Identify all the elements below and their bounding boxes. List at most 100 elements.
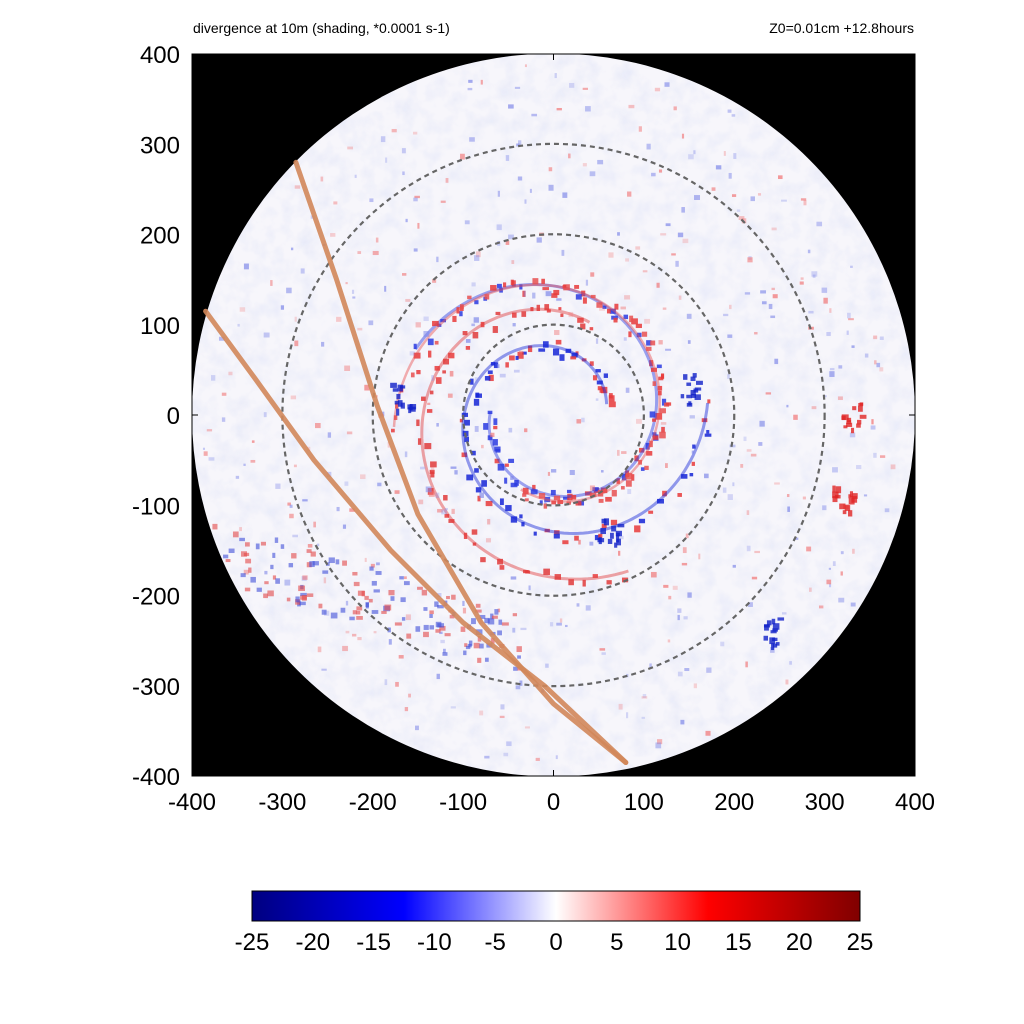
sw-band-cell-4 (274, 537, 279, 543)
scatter-cell-218 (462, 600, 465, 606)
rainband-cell-2-80 (499, 565, 505, 570)
sw-band-cell-71 (244, 542, 250, 547)
scatter-cell-444 (677, 608, 682, 613)
scatter-cell-422 (625, 258, 630, 262)
scatter-cell-195 (816, 221, 823, 227)
sw-band-cell-28 (490, 613, 494, 620)
scatter-cell-281 (405, 614, 411, 621)
rainband-cell-0-34 (555, 339, 562, 345)
scatter-cell-326 (863, 494, 868, 497)
rainband-cell-0-28 (570, 356, 577, 360)
scatter-cell-447 (746, 449, 752, 452)
sw-band-cell-69 (403, 581, 410, 586)
rainband-cell-3-48 (652, 418, 656, 422)
scatter-cell-375 (840, 551, 844, 555)
scatter-cell-89 (879, 367, 884, 372)
scatter-cell-78 (342, 524, 347, 529)
scatter-cell-137 (617, 535, 624, 540)
rainband-cell-3-14 (571, 494, 577, 500)
scatter-cell-91 (375, 237, 379, 243)
rainband-cell-0-14 (596, 380, 603, 385)
rainband-cell-3-84 (582, 297, 587, 304)
scatter-cell-376 (474, 425, 479, 432)
feature-cell-1-9 (680, 394, 685, 399)
scatter-cell-49 (608, 252, 614, 258)
feature-cell-3-2 (846, 422, 853, 427)
sw-band-cell-138 (399, 576, 404, 580)
scatter-cell-8 (750, 196, 755, 202)
scatter-cell-334 (549, 622, 554, 627)
rainband-cell-0-154 (707, 399, 711, 404)
rainband-cell-2-68 (448, 519, 455, 523)
rainband-cell-0-112 (554, 530, 560, 535)
feature-cell-5-12 (772, 623, 780, 630)
scatter-cell-115 (873, 452, 877, 458)
scatter-cell-65 (503, 752, 509, 757)
scatter-cell-292 (443, 648, 446, 653)
scatter-cell-248 (345, 282, 348, 285)
feature-cell-1-2 (686, 382, 692, 386)
sw-band-cell-101 (473, 642, 480, 649)
scatter-cell-87 (391, 128, 397, 133)
scatter-cell-239 (689, 415, 695, 419)
scatter-cell-63 (430, 467, 435, 473)
scatter-cell-25 (581, 417, 585, 423)
track-line-1 (293, 159, 629, 765)
scatter-cell-401 (481, 444, 484, 449)
scatter-cell-324 (518, 350, 523, 353)
scatter-cell-429 (474, 377, 478, 383)
rainband-cell-0-12 (603, 373, 608, 378)
rainband-cell-2-16 (530, 306, 534, 312)
scatter-cell-277 (469, 137, 475, 142)
x-tick-label: -400 (168, 789, 216, 816)
scatter-cell-191 (626, 673, 629, 678)
scatter-cell-198 (677, 614, 680, 621)
sw-band-cell-116 (250, 576, 256, 583)
scatter-cell-217 (321, 341, 325, 347)
scatter-cell-214 (582, 87, 589, 90)
scatter-cell-365 (691, 450, 695, 454)
rainband-cell-3-130 (391, 428, 395, 433)
scatter-cell-241 (578, 539, 581, 545)
feature-cell-4-7 (832, 496, 838, 503)
scatter-cell-126 (307, 544, 313, 548)
scatter-cell-162 (794, 537, 799, 540)
rainband-cell-1-56 (601, 487, 608, 494)
scatter-cell-114 (711, 187, 716, 191)
scatter-cell-434 (678, 295, 682, 300)
feature-cell-4-1 (844, 505, 851, 511)
scatter-cell-367 (693, 683, 698, 689)
sw-band-cell-27 (260, 541, 267, 546)
scatter-cell-296 (684, 668, 690, 672)
chart-subtitle: Z0=0.01cm +12.8hours (769, 20, 914, 36)
rainband-cell-0-0 (608, 401, 616, 408)
scatter-cell-413 (654, 87, 661, 92)
scatter-cell-275 (555, 755, 558, 760)
rainband-cell-0-38 (542, 341, 549, 348)
rainband-cell-0-138 (677, 493, 682, 497)
rainband-cell-1-24 (504, 477, 508, 484)
domain-field (192, 54, 915, 776)
scatter-cell-54 (829, 583, 832, 588)
reference-circle-r100 (462, 323, 645, 507)
scatter-cell-224 (404, 451, 408, 458)
scatter-cell-98 (770, 315, 776, 319)
scatter-cell-321 (513, 369, 520, 373)
scatter-cell-262 (250, 459, 256, 463)
scatter-cell-86 (514, 86, 521, 89)
scatter-cell-178 (235, 475, 240, 479)
sw-band-cell-0 (298, 601, 306, 606)
rainband-cell-2-26 (480, 321, 485, 328)
scatter-cell-348 (290, 395, 297, 400)
scatter-cell-388 (545, 663, 549, 668)
scatter-cell-320 (569, 82, 575, 88)
rainband-cell-1-104 (623, 314, 629, 320)
feature-cell-0-12 (409, 404, 417, 410)
scatter-cell-408 (649, 663, 652, 669)
scatter-cell-92 (327, 432, 332, 438)
scatter-cell-81 (589, 485, 595, 491)
scatter-cell-355 (287, 502, 291, 506)
scatter-cell-51 (589, 541, 594, 546)
scatter-cell-153 (723, 151, 726, 156)
rainband-cell-1-96 (646, 340, 652, 346)
